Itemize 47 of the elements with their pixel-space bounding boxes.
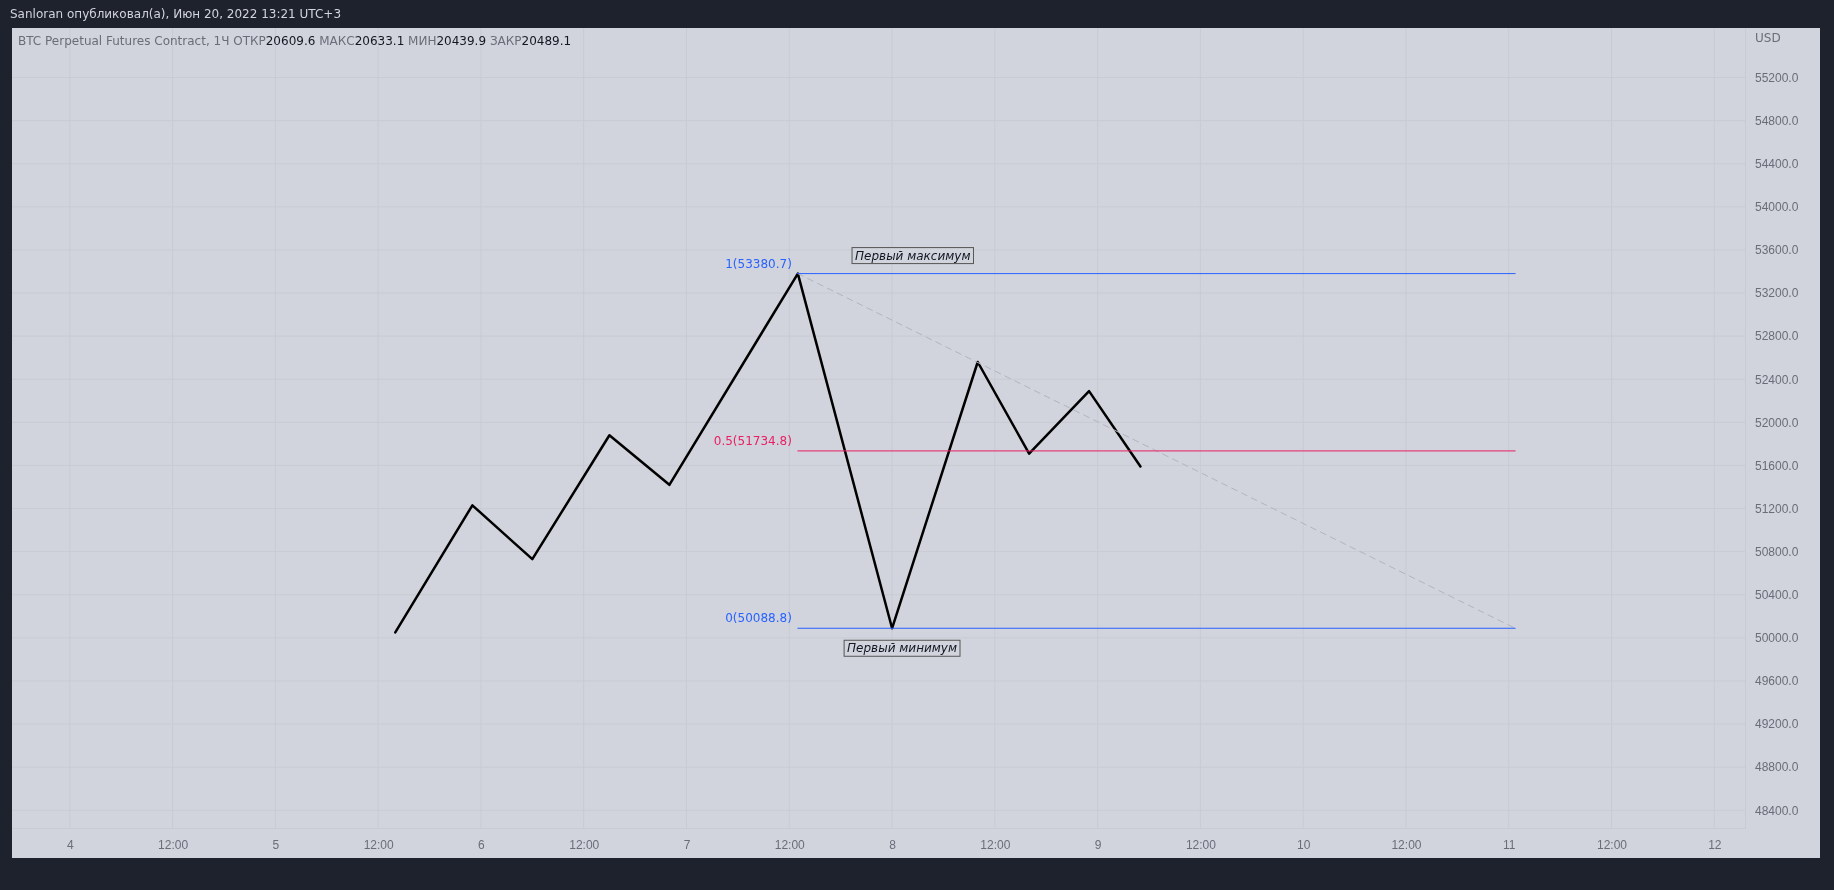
text: BTC Perpetual Futures Contract, 1Ч xyxy=(18,34,234,48)
y-axis-title: USD xyxy=(1755,31,1781,45)
y-tick-label: 53200.0 xyxy=(1755,286,1799,301)
x-tick-label: 4 xyxy=(66,837,74,852)
series-label: 0(50088.8) xyxy=(725,611,792,626)
y-tick-label: 52400.0 xyxy=(1755,372,1799,387)
x-tick-label: 10 xyxy=(1297,837,1311,852)
annotation: ЗАКР20489.1 xyxy=(489,34,572,48)
chart-title: Sanloran опубликовал(а), Июн 20, 2022 13:21 UTC+3 xyxy=(10,7,342,21)
x-tick-label: 12:00 xyxy=(980,837,1011,852)
x-tick-label: 7 xyxy=(683,837,691,852)
y-tick-label: 50000.0 xyxy=(1755,631,1799,646)
annotation: ОТКР20609.6 xyxy=(233,34,320,48)
annotation: Первый максимум xyxy=(855,248,971,263)
x-tick-label: 12:00 xyxy=(1597,837,1628,852)
y-tick-label: 53600.0 xyxy=(1755,243,1799,258)
x-tick-label: 12:00 xyxy=(158,837,189,852)
y-tick-label: 54000.0 xyxy=(1755,200,1799,215)
annotation: МИН20439.9 xyxy=(408,34,490,48)
x-tick-label: 12:00 xyxy=(363,837,394,852)
y-tick-label: 54400.0 xyxy=(1755,157,1799,172)
x-tick-label: 12:00 xyxy=(774,837,806,852)
series-label: 0.5(51734.8) xyxy=(713,433,792,448)
y-tick-label: 52800.0 xyxy=(1755,329,1799,344)
x-tick-label: 12:00 xyxy=(1391,837,1422,852)
y-tick-label: 51600.0 xyxy=(1755,458,1799,473)
x-tick-label: 12 xyxy=(1708,837,1722,852)
annotation: МАКС20633.1 xyxy=(319,34,409,48)
x-tick-label: 6 xyxy=(478,837,486,852)
y-tick-label: 54800.0 xyxy=(1755,114,1799,128)
y-tick-label: 48800.0 xyxy=(1755,760,1799,775)
y-tick-label: 49200.0 xyxy=(1755,717,1799,732)
x-tick-label: 5 xyxy=(272,837,280,852)
y-tick-label: 55200.0 xyxy=(1755,70,1799,85)
y-tick-label: 50800.0 xyxy=(1755,544,1799,559)
y-tick-label: 51200.0 xyxy=(1755,501,1799,516)
x-tick-label: 9 xyxy=(1094,837,1102,852)
y-tick-label: 49600.0 xyxy=(1755,674,1799,689)
x-tick-label: 12:00 xyxy=(1185,837,1217,852)
x-tick-label: 11 xyxy=(1503,837,1516,852)
y-tick-label: 48400.0 xyxy=(1755,803,1799,818)
y-tick-label: 52000.0 xyxy=(1755,415,1799,430)
x-tick-label: 8 xyxy=(889,837,897,852)
x-tick-label: 12:00 xyxy=(569,837,600,852)
y-tick-label: 50400.0 xyxy=(1755,588,1799,603)
annotation: Первый минимум xyxy=(847,641,957,656)
series-label: 1(53380.7) xyxy=(725,256,792,271)
